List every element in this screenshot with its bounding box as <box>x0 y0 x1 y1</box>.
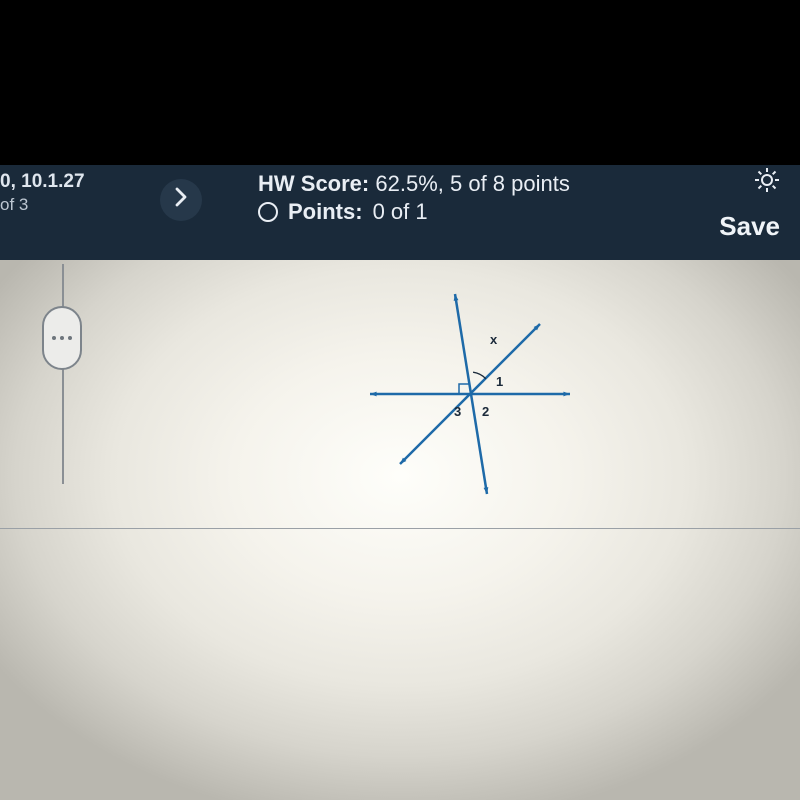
photo-black-bar-top <box>0 0 800 165</box>
app-header: 0, 10.1.27 of 3 HW Score: 62.5%, 5 of 8 … <box>0 165 800 260</box>
dot-icon <box>68 336 72 340</box>
question-counter: of 3 <box>0 195 28 215</box>
question-content-area: x 12 3 <box>0 260 800 800</box>
angle-diagram: x 12 3 <box>342 286 602 496</box>
hw-score: HW Score: 62.5%, 5 of 8 points <box>258 171 570 197</box>
angle-label: x <box>490 332 497 347</box>
horizontal-divider <box>0 528 800 529</box>
angle-label: 2 <box>482 404 489 419</box>
points-status-icon <box>258 202 278 222</box>
points-label: Points: <box>288 199 363 225</box>
hw-score-value: 62.5%, 5 of 8 points <box>375 171 569 196</box>
drag-handle[interactable] <box>42 306 82 370</box>
points-row: Points: 0 of 1 <box>258 199 428 225</box>
dot-icon <box>60 336 64 340</box>
save-button[interactable]: Save <box>719 211 780 242</box>
chevron-right-icon <box>174 187 188 213</box>
hw-score-label: HW Score: <box>258 171 369 196</box>
left-divider-line <box>62 264 64 484</box>
breadcrumb-partial: 0, 10.1.27 <box>0 171 85 193</box>
angle-label: 1 <box>496 374 503 389</box>
gear-icon <box>752 165 782 195</box>
points-value: 0 of 1 <box>373 199 428 225</box>
settings-button[interactable] <box>752 165 782 200</box>
angle-label: 3 <box>454 404 461 419</box>
next-question-button[interactable] <box>160 179 202 221</box>
dot-icon <box>52 336 56 340</box>
